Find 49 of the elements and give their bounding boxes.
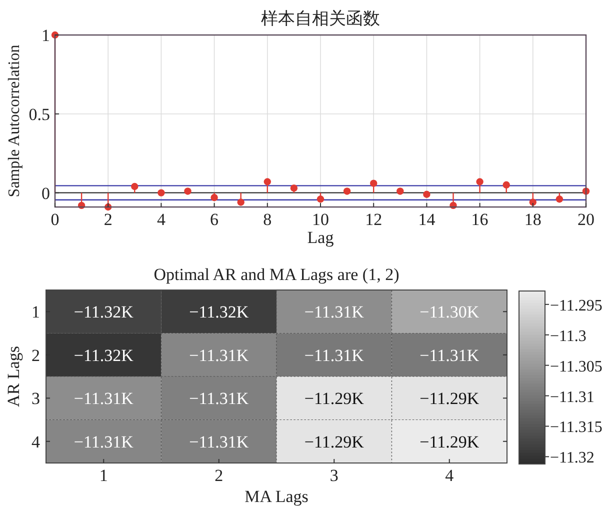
y-tick-label: 0.5	[28, 104, 50, 124]
color-bar-label: −11.32	[550, 450, 594, 467]
data-label: −11.31K	[189, 389, 250, 408]
data-label: −11.29K	[304, 432, 365, 452]
data-label: −11.32K	[74, 346, 134, 365]
x-tick-label: 4	[445, 466, 454, 485]
data-label: −11.30K	[420, 302, 480, 322]
data-label: −11.31K	[74, 432, 134, 452]
data-label: −11.31K	[189, 432, 250, 452]
y-tick-label: 1	[42, 26, 50, 45]
data-label: −11.31K	[420, 346, 480, 365]
x-tick-label: 18	[524, 210, 542, 229]
x-tick-label: 14	[418, 210, 436, 229]
y-tick-label: 4	[32, 432, 40, 452]
color-bar-label: −11.305	[550, 358, 602, 376]
x-tick-label: 20	[578, 210, 594, 229]
y-tick-label: 3	[32, 389, 40, 408]
data-label: −11.32K	[74, 302, 134, 322]
y-tick-label: 0	[42, 184, 50, 203]
x-axis-title: Lag	[307, 228, 334, 247]
color-bar-label: −11.3	[550, 328, 586, 345]
color-bar-label: −11.31	[550, 388, 594, 406]
x-tick-label: 10	[312, 210, 329, 229]
x-tick-label: 8	[263, 210, 272, 229]
y-tick-label: 1	[32, 302, 40, 322]
x-axis-title: MA Lags	[244, 487, 308, 506]
chart-title: Optimal AR and MA Lags are (1, 2)	[154, 265, 400, 284]
color-bar-label: −11.295	[550, 297, 602, 314]
x-tick-label: 16	[471, 210, 488, 229]
y-axis-title: AR Lags	[4, 346, 23, 407]
y-axis-title: Sample Autocorrelation	[6, 44, 23, 198]
x-tick-label: 3	[330, 466, 338, 485]
x-tick-label: 12	[365, 210, 382, 229]
data-label: −11.29K	[304, 389, 365, 408]
x-tick-label: 2	[214, 466, 224, 485]
x-tick-label: 6	[210, 210, 219, 229]
data-label: −11.32K	[189, 302, 250, 322]
y-tick-label: 2	[32, 346, 40, 365]
color-bar-label: −11.315	[550, 419, 602, 436]
data-label: −11.31K	[304, 302, 365, 322]
x-tick-label: 2	[104, 210, 112, 229]
data-label: −11.31K	[304, 346, 365, 365]
chart-title: 样本自相关函数	[261, 9, 380, 28]
data-label: −11.29K	[420, 389, 480, 408]
x-tick-label: 4	[156, 210, 166, 229]
x-tick-label: 1	[99, 466, 108, 485]
data-label: −11.31K	[189, 346, 250, 365]
data-label: −11.29K	[420, 432, 480, 452]
data-label: −11.31K	[74, 389, 134, 408]
